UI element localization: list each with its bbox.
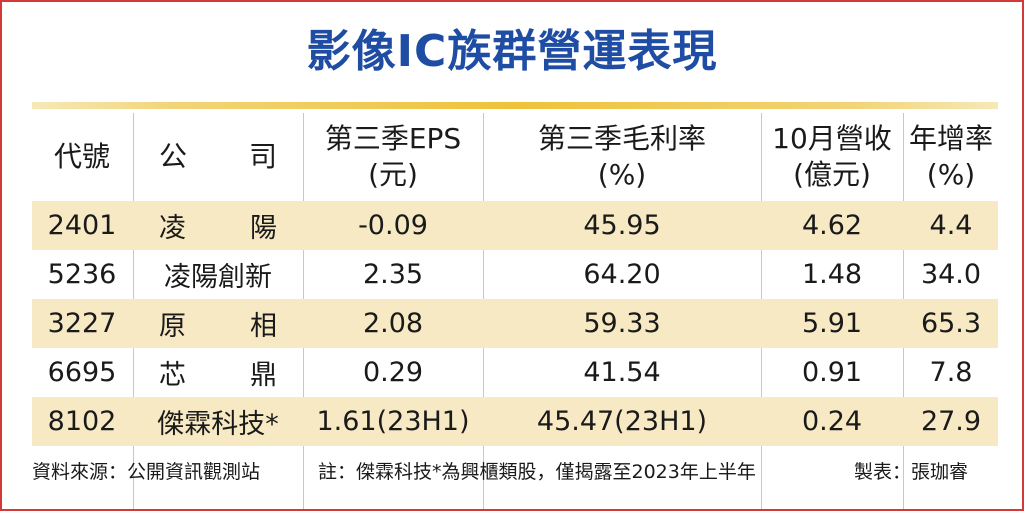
cell-gross-margin: 45.47(23H1) bbox=[536, 406, 708, 437]
company-name-char-2: 陽 bbox=[250, 213, 277, 244]
cell-eps: 0.29 bbox=[362, 357, 424, 388]
cell-growth: 7.8 bbox=[929, 357, 973, 388]
cell-growth: 34.0 bbox=[920, 259, 982, 290]
cell-gross-margin: 45.95 bbox=[583, 210, 661, 241]
cell-growth: 4.4 bbox=[929, 210, 973, 241]
header-company-char-1: 公 bbox=[159, 140, 188, 173]
header-code: 代號 bbox=[32, 113, 132, 201]
cell-gross-margin: 59.33 bbox=[583, 308, 661, 339]
table-row: 3227 原 相 2.08 59.33 5.91 65.3 bbox=[32, 299, 998, 348]
footer-source: 資料來源：公開資訊觀測站 bbox=[32, 461, 261, 483]
header-code-label: 代號 bbox=[53, 140, 110, 173]
header-eps: 第三季EPS (元) bbox=[304, 113, 482, 201]
cell-revenue: 0.24 bbox=[801, 406, 863, 437]
cell-company: 芯 鼎 bbox=[134, 348, 302, 397]
cell-eps: -0.09 bbox=[358, 210, 428, 241]
cell-code: 5236 bbox=[47, 259, 117, 290]
company-name: 原 相 bbox=[159, 304, 277, 343]
header-eps-line2: (元) bbox=[368, 158, 418, 191]
table-row: 6695 芯 鼎 0.29 41.54 0.91 7.8 bbox=[32, 348, 998, 397]
company-name-char-1: 凌 bbox=[159, 213, 186, 244]
company-name: 凌 陽 bbox=[159, 206, 277, 245]
cell-company: 凌 陽 bbox=[134, 201, 302, 250]
header-margin-line2: (%) bbox=[597, 158, 647, 191]
cell-growth: 27.9 bbox=[920, 406, 982, 437]
header-eps-line1: 第三季EPS bbox=[324, 122, 462, 155]
company-name-char-1: 芯 bbox=[159, 360, 186, 391]
cell-code: 3227 bbox=[47, 308, 117, 339]
cell-eps: 2.35 bbox=[362, 259, 424, 290]
footer-note: 註：傑霖科技*為興櫃類股，僅揭露至2023年上半年 bbox=[318, 461, 756, 483]
cell-eps: 2.08 bbox=[362, 308, 424, 339]
company-name: 傑霖科技* bbox=[157, 409, 279, 440]
cell-code: 8102 bbox=[47, 406, 117, 437]
company-name: 芯 鼎 bbox=[159, 353, 277, 392]
cell-gross-margin: 64.20 bbox=[583, 259, 661, 290]
title-underline-bar bbox=[32, 102, 998, 109]
data-table: 代號 公 司 第三季EPS (元) 第三季毛利率 (%) 10月營收 (億元) … bbox=[32, 113, 998, 509]
cell-gross-margin: 41.54 bbox=[583, 357, 661, 388]
company-name-char-2: 相 bbox=[250, 311, 277, 342]
header-company-char-2: 司 bbox=[248, 140, 277, 173]
cell-revenue: 1.48 bbox=[801, 259, 863, 290]
header-growth-line2: (%) bbox=[926, 158, 976, 191]
cell-eps: 1.61(23H1) bbox=[316, 406, 470, 437]
header-revenue-line2: (億元) bbox=[793, 158, 871, 191]
cell-code: 2401 bbox=[47, 210, 117, 241]
header-gross-margin: 第三季毛利率 (%) bbox=[484, 113, 760, 201]
header-company: 公 司 bbox=[134, 113, 302, 201]
company-name: 凌陽創新 bbox=[164, 262, 272, 293]
table-row: 8102 傑霖科技* 1.61(23H1) 45.47(23H1) 0.24 2… bbox=[32, 397, 998, 446]
cell-company: 傑霖科技* bbox=[134, 397, 302, 446]
header-revenue-line1: 10月營收 bbox=[772, 122, 892, 155]
page-title: 影像IC族群營運表現 bbox=[306, 26, 718, 77]
table-row: 5236 凌陽創新 2.35 64.20 1.48 34.0 bbox=[32, 250, 998, 299]
cell-revenue: 5.91 bbox=[801, 308, 863, 339]
cell-code: 6695 bbox=[47, 357, 117, 388]
cell-growth: 65.3 bbox=[920, 308, 982, 339]
company-name-char-2: 鼎 bbox=[250, 360, 277, 391]
footer-credit: 製表：張珈睿 bbox=[854, 461, 969, 483]
table-header-row: 代號 公 司 第三季EPS (元) 第三季毛利率 (%) 10月營收 (億元) … bbox=[32, 113, 998, 201]
cell-company: 凌陽創新 bbox=[134, 250, 302, 299]
header-company-label: 公 司 bbox=[159, 139, 277, 175]
header-october-revenue: 10月營收 (億元) bbox=[762, 113, 902, 201]
cell-revenue: 0.91 bbox=[801, 357, 863, 388]
table-row: 2401 凌 陽 -0.09 45.95 4.62 4.4 bbox=[32, 201, 998, 250]
header-yoy-growth: 年增率 (%) bbox=[904, 113, 998, 201]
header-margin-line1: 第三季毛利率 bbox=[537, 122, 706, 155]
cell-company: 原 相 bbox=[134, 299, 302, 348]
company-name-char-1: 原 bbox=[159, 311, 186, 342]
header-growth-line1: 年增率 bbox=[908, 122, 993, 155]
cell-revenue: 4.62 bbox=[801, 210, 863, 241]
